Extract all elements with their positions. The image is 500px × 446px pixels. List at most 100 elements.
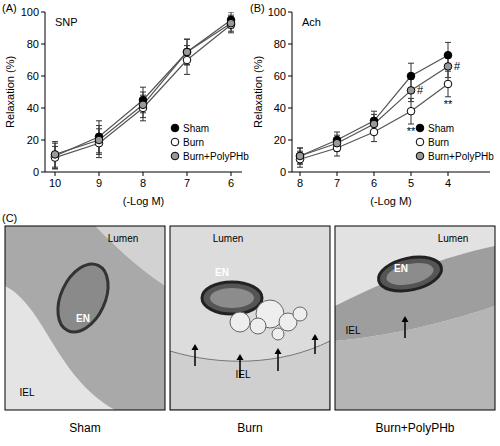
error-cap (140, 87, 146, 88)
y-tick (41, 140, 45, 141)
error-bar (334, 140, 340, 156)
error-cap (334, 156, 340, 157)
image-label: EN (394, 263, 408, 274)
error-cap (371, 114, 377, 115)
error-cap (297, 167, 303, 168)
y-tick-label: 100 (21, 6, 39, 18)
y-tick (41, 172, 45, 173)
series-line (55, 20, 231, 156)
error-cap (96, 125, 102, 126)
annotation: # (454, 60, 461, 72)
x-tick-label: 6 (228, 177, 234, 189)
nucleus-inner (384, 259, 435, 289)
arrow-head (402, 316, 409, 322)
y-tick-label: 80 (274, 38, 286, 50)
y-tick (41, 12, 45, 13)
image-frame (5, 226, 165, 410)
error-bar (140, 92, 146, 118)
y-tick (41, 44, 45, 45)
error-cap (184, 74, 190, 75)
error-cap (52, 167, 58, 168)
legend-label: Burn+PolyPHb (183, 151, 249, 162)
legend-label: Burn (183, 137, 204, 148)
marker (183, 48, 191, 56)
arrow-shaft (194, 349, 196, 366)
error-cap (408, 63, 414, 64)
error-cap (334, 132, 340, 133)
error-bar (297, 151, 303, 167)
error-cap (445, 42, 451, 43)
error-cap (52, 168, 58, 169)
figure: (A)SNPRelaxation (%)(-Log M)020406080100… (0, 0, 500, 446)
error-bar (96, 126, 102, 155)
legend-label: Burn+PolyPHb (428, 151, 494, 162)
vacuole (230, 312, 250, 332)
image-label: EN (76, 313, 90, 324)
y-tick (41, 76, 45, 77)
error-bar (334, 132, 340, 148)
x-axis-label: (-Log M) (123, 195, 165, 207)
error-bar (228, 12, 234, 28)
marker (171, 138, 179, 146)
error-bar (334, 135, 340, 151)
image-label: IEL (19, 387, 34, 398)
annotation: ** (444, 98, 453, 110)
image-label: Lumen (213, 233, 244, 244)
arrow (275, 348, 282, 371)
marker (370, 120, 378, 128)
y-tick-label: 80 (27, 38, 39, 50)
series-line (300, 55, 448, 156)
error-cap (408, 101, 414, 102)
x-axis-label: (-Log M) (370, 195, 412, 207)
error-cap (445, 77, 451, 78)
y-tick-label: 100 (268, 6, 286, 18)
marker (407, 87, 415, 95)
error-cap (228, 32, 234, 33)
error-cap (228, 12, 234, 13)
error-cap (184, 39, 190, 40)
marker (183, 56, 191, 64)
arrow-shaft (404, 321, 406, 338)
error-cap (184, 64, 190, 65)
vacuole (272, 328, 284, 340)
iel (335, 306, 495, 410)
y-tick-label: 20 (27, 134, 39, 146)
error-cap (228, 15, 234, 16)
legend-label: Sham (428, 123, 454, 134)
nucleus-inner (210, 288, 254, 308)
marker (370, 128, 378, 136)
marker (227, 19, 235, 27)
marker (333, 139, 341, 147)
y-tick (288, 76, 292, 77)
error-bar (408, 98, 414, 124)
error-cap (297, 148, 303, 149)
error-bar (140, 87, 146, 113)
y-tick (288, 140, 292, 141)
x-tick-label: 8 (140, 177, 146, 189)
marker (416, 124, 424, 132)
error-cap (184, 39, 190, 40)
error-bar (184, 46, 190, 75)
chart-title: SNP (55, 16, 78, 28)
arrow-head (312, 334, 319, 340)
error-bar (371, 111, 377, 130)
arrow-head (192, 344, 199, 350)
marker (444, 80, 452, 88)
plot-area (51, 12, 235, 169)
error-cap (228, 31, 234, 32)
x-tick-label: 9 (96, 177, 102, 189)
image-label: IEL (235, 369, 250, 380)
error-bar (184, 39, 190, 65)
x-tick-label: 7 (334, 177, 340, 189)
y-axis-label: Relaxation (%) (4, 56, 16, 128)
error-bar (52, 142, 58, 168)
error-cap (96, 120, 102, 121)
arrow-shaft (314, 339, 316, 354)
y-tick-label: 40 (274, 102, 286, 114)
lumen (170, 226, 330, 410)
y-axis (45, 12, 46, 172)
image-label: Lumen (108, 233, 139, 244)
arrow-head (237, 354, 244, 360)
error-bar (408, 79, 414, 101)
marker (296, 152, 304, 160)
